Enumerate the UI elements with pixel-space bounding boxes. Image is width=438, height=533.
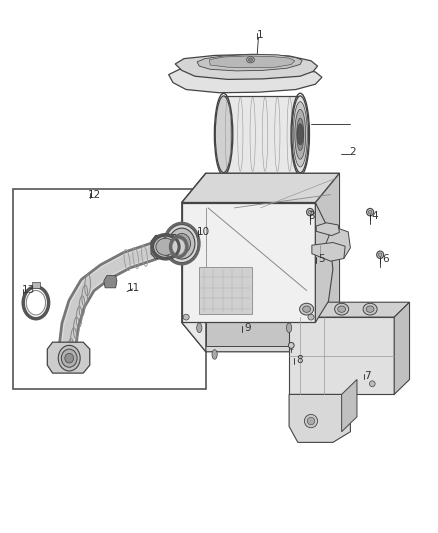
Polygon shape bbox=[315, 173, 339, 352]
Polygon shape bbox=[316, 223, 339, 236]
Bar bbox=[199, 266, 252, 314]
Ellipse shape bbox=[247, 56, 254, 63]
Ellipse shape bbox=[172, 239, 185, 255]
Ellipse shape bbox=[307, 208, 314, 216]
Ellipse shape bbox=[169, 228, 195, 259]
Text: 7: 7 bbox=[364, 371, 371, 381]
Ellipse shape bbox=[367, 208, 374, 216]
Polygon shape bbox=[182, 322, 339, 352]
Polygon shape bbox=[206, 173, 339, 346]
Polygon shape bbox=[47, 342, 90, 373]
Text: 4: 4 bbox=[371, 211, 378, 221]
Text: 5: 5 bbox=[318, 254, 325, 263]
Polygon shape bbox=[289, 394, 350, 442]
Polygon shape bbox=[151, 235, 180, 259]
Text: 12: 12 bbox=[88, 190, 101, 199]
Ellipse shape bbox=[212, 350, 217, 359]
Ellipse shape bbox=[308, 314, 314, 320]
Ellipse shape bbox=[297, 124, 303, 145]
Ellipse shape bbox=[156, 238, 175, 255]
Ellipse shape bbox=[303, 306, 311, 312]
Polygon shape bbox=[169, 66, 322, 93]
Text: 3: 3 bbox=[307, 211, 314, 221]
Ellipse shape bbox=[177, 238, 187, 249]
Bar bbox=[32, 282, 40, 288]
Ellipse shape bbox=[248, 58, 252, 61]
Polygon shape bbox=[104, 276, 117, 288]
Ellipse shape bbox=[58, 345, 80, 371]
Ellipse shape bbox=[297, 118, 304, 150]
Ellipse shape bbox=[300, 303, 314, 315]
Ellipse shape bbox=[368, 211, 372, 214]
Ellipse shape bbox=[215, 96, 232, 173]
Bar bbox=[13, 189, 206, 389]
Polygon shape bbox=[289, 317, 394, 394]
Ellipse shape bbox=[289, 342, 294, 349]
Ellipse shape bbox=[363, 303, 377, 315]
Polygon shape bbox=[394, 302, 410, 394]
Text: 1: 1 bbox=[257, 30, 264, 39]
Ellipse shape bbox=[377, 251, 384, 259]
Polygon shape bbox=[289, 302, 410, 317]
Text: 8: 8 bbox=[297, 355, 304, 365]
Ellipse shape bbox=[295, 109, 306, 159]
Polygon shape bbox=[182, 173, 339, 203]
Ellipse shape bbox=[370, 381, 375, 387]
Text: 13: 13 bbox=[22, 286, 35, 295]
Text: 6: 6 bbox=[382, 254, 389, 263]
Polygon shape bbox=[175, 54, 318, 79]
Polygon shape bbox=[315, 203, 333, 322]
Ellipse shape bbox=[335, 303, 349, 315]
Ellipse shape bbox=[308, 211, 312, 214]
Ellipse shape bbox=[286, 323, 292, 333]
Polygon shape bbox=[209, 56, 295, 68]
Ellipse shape bbox=[183, 314, 189, 320]
Ellipse shape bbox=[338, 306, 346, 312]
Text: 9: 9 bbox=[244, 323, 251, 333]
Ellipse shape bbox=[173, 233, 191, 254]
Ellipse shape bbox=[307, 417, 314, 425]
Ellipse shape bbox=[61, 349, 77, 367]
Ellipse shape bbox=[293, 102, 307, 167]
Ellipse shape bbox=[304, 415, 318, 427]
Polygon shape bbox=[342, 379, 357, 432]
Ellipse shape bbox=[378, 253, 382, 257]
Text: 11: 11 bbox=[127, 283, 140, 293]
Text: 2: 2 bbox=[349, 147, 356, 157]
Ellipse shape bbox=[153, 236, 177, 257]
Ellipse shape bbox=[366, 306, 374, 312]
Polygon shape bbox=[197, 54, 302, 71]
Polygon shape bbox=[312, 243, 345, 261]
Polygon shape bbox=[223, 96, 300, 173]
Polygon shape bbox=[324, 227, 350, 259]
Text: 10: 10 bbox=[197, 227, 210, 237]
Ellipse shape bbox=[65, 353, 74, 363]
Ellipse shape bbox=[292, 96, 308, 173]
Ellipse shape bbox=[197, 323, 202, 333]
Polygon shape bbox=[182, 173, 206, 352]
Polygon shape bbox=[182, 203, 315, 322]
Ellipse shape bbox=[165, 224, 198, 263]
